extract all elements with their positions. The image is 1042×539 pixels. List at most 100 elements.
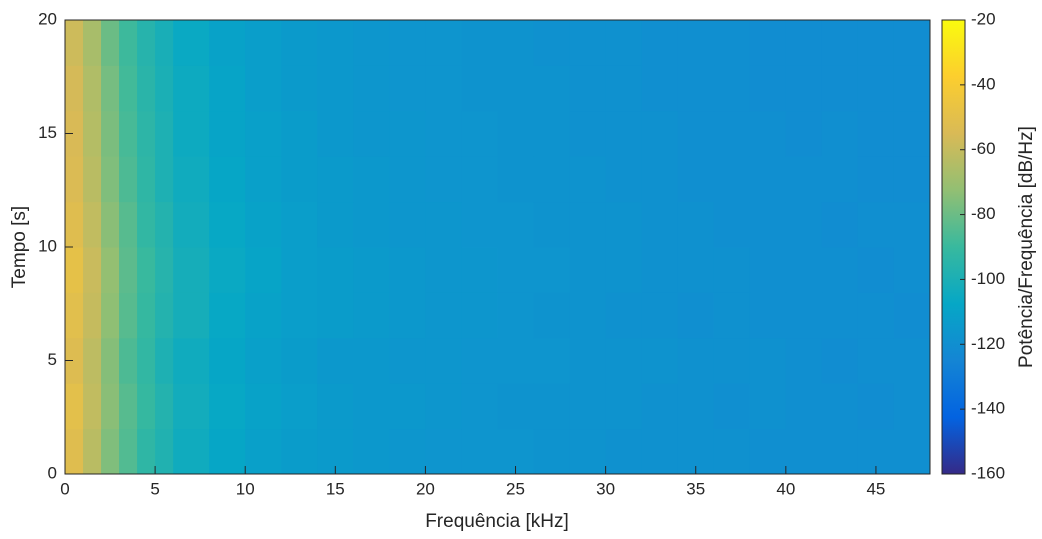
heat-cell xyxy=(101,292,120,339)
heat-cell xyxy=(317,156,354,203)
heat-cell xyxy=(209,428,246,475)
heat-cell xyxy=(821,201,859,248)
heat-cell xyxy=(677,383,715,430)
heat-cell xyxy=(155,428,174,475)
heat-cell xyxy=(119,292,138,339)
heat-cell xyxy=(65,65,84,112)
heat-cell xyxy=(605,428,643,475)
heat-cell xyxy=(119,110,138,157)
heat-cell xyxy=(281,201,318,248)
heat-cell xyxy=(245,292,282,339)
heat-cell xyxy=(713,247,751,293)
heat-cell xyxy=(497,110,535,157)
heat-cell xyxy=(749,428,787,475)
heat-cell xyxy=(137,110,156,157)
heat-cell xyxy=(857,20,895,66)
heat-cell xyxy=(65,247,84,293)
heat-cell xyxy=(317,65,354,112)
heat-cell xyxy=(353,156,390,203)
heat-cell xyxy=(137,428,156,475)
x-tick-label: 20 xyxy=(416,479,435,498)
heat-cell xyxy=(749,292,787,339)
heat-cell xyxy=(785,201,823,248)
heat-cell xyxy=(533,65,571,112)
heat-cell xyxy=(713,156,751,203)
heat-cell xyxy=(857,247,895,293)
heat-cell xyxy=(155,337,174,384)
y-tick-label: 15 xyxy=(38,123,57,142)
heat-cell xyxy=(209,383,246,430)
heat-cell xyxy=(893,337,931,384)
colorbar-tick-label: -140 xyxy=(971,399,1005,418)
heat-cell xyxy=(353,247,390,293)
heat-cell xyxy=(173,110,210,157)
heat-cell xyxy=(749,201,787,248)
heat-cell xyxy=(209,201,246,248)
heat-cell xyxy=(119,383,138,430)
heat-cell xyxy=(353,110,390,157)
heat-cell xyxy=(785,428,823,475)
heat-cell xyxy=(317,292,354,339)
heat-cell xyxy=(641,65,679,112)
heat-cell xyxy=(641,383,679,430)
heat-cell xyxy=(83,428,102,475)
heat-cell xyxy=(317,383,354,430)
heat-cell xyxy=(173,428,210,475)
heat-cell xyxy=(65,428,84,475)
heat-cell xyxy=(785,110,823,157)
heat-cell xyxy=(641,156,679,203)
heat-cell xyxy=(605,20,643,66)
heat-cell xyxy=(713,65,751,112)
heat-cell xyxy=(245,337,282,384)
heat-cell xyxy=(893,247,931,293)
heat-cell xyxy=(785,337,823,384)
heat-cell xyxy=(137,65,156,112)
x-axis-label: Frequência [kHz] xyxy=(425,511,569,532)
colorbar xyxy=(941,19,966,475)
heat-cell xyxy=(353,428,390,475)
heat-cell xyxy=(713,428,751,475)
heat-cell xyxy=(857,383,895,430)
heat-cell xyxy=(389,428,426,475)
heat-cell xyxy=(785,383,823,430)
heat-cell xyxy=(353,65,390,112)
heat-cell xyxy=(425,247,462,293)
heat-cell xyxy=(785,247,823,293)
heat-cell xyxy=(533,337,571,384)
heat-cell xyxy=(569,201,607,248)
x-tick-label: 10 xyxy=(236,479,255,498)
heat-cell xyxy=(281,65,318,112)
heat-cell xyxy=(605,247,643,293)
heat-cell xyxy=(893,110,931,157)
y-axis-label: Tempo [s] xyxy=(9,206,30,288)
heat-cell xyxy=(425,110,462,157)
heat-cell xyxy=(245,383,282,430)
heat-cell xyxy=(713,337,751,384)
x-tick-label: 25 xyxy=(506,479,525,498)
heat-cell xyxy=(497,383,535,430)
x-tick-label: 35 xyxy=(686,479,705,498)
heat-cell xyxy=(893,65,931,112)
heat-cell xyxy=(569,337,607,384)
heat-cell xyxy=(893,20,931,66)
heat-cell xyxy=(605,201,643,248)
heat-cell xyxy=(209,247,246,293)
heat-cell xyxy=(137,383,156,430)
heat-cell xyxy=(83,110,102,157)
heat-cell xyxy=(353,383,390,430)
heat-cell xyxy=(119,20,138,66)
heat-cell xyxy=(173,20,210,66)
heat-cell xyxy=(83,201,102,248)
heat-cell xyxy=(533,292,571,339)
heat-cell xyxy=(677,156,715,203)
heat-cell xyxy=(245,110,282,157)
heat-cell xyxy=(389,20,426,66)
heat-cell xyxy=(893,156,931,203)
heat-cell xyxy=(749,110,787,157)
heat-cell xyxy=(893,201,931,248)
heat-cell xyxy=(101,110,120,157)
heat-cell xyxy=(677,20,715,66)
heat-cell xyxy=(389,201,426,248)
heat-cell xyxy=(785,292,823,339)
heat-cell xyxy=(173,65,210,112)
